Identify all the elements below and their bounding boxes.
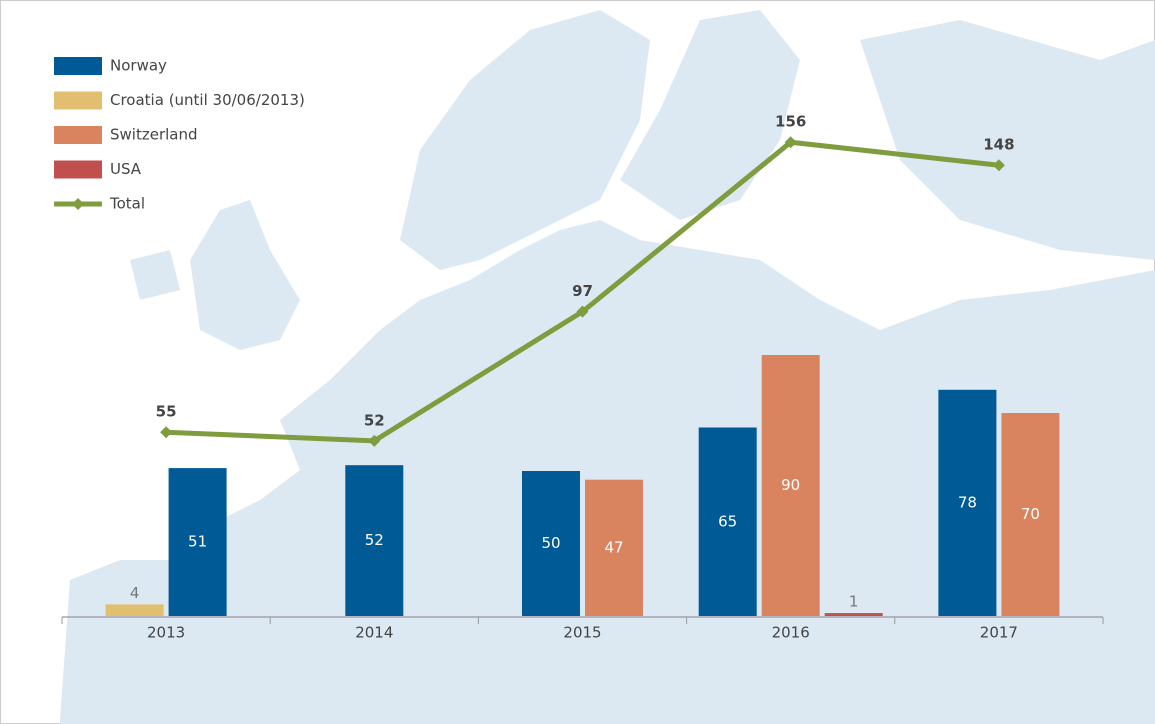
- x-tick-label: 2015: [563, 624, 601, 642]
- line-label: 55: [156, 403, 177, 421]
- value-label: 51: [188, 533, 207, 551]
- legend-swatch: [54, 126, 102, 144]
- legend-label: Switzerland: [110, 126, 198, 144]
- line-marker: [576, 305, 589, 318]
- x-tick-label: 2017: [980, 624, 1018, 642]
- value-label: 4: [130, 584, 140, 602]
- value-label: 70: [1021, 505, 1040, 523]
- value-label: 65: [718, 512, 737, 530]
- x-tick-label: 2013: [147, 624, 185, 642]
- legend-label: USA: [110, 160, 142, 178]
- bar: [585, 479, 643, 616]
- legend-swatch: [54, 91, 102, 110]
- legend: Norway Croatia (until 30/06/2013) Switzerl…: [54, 57, 305, 213]
- value-label: 90: [781, 476, 800, 494]
- legend-label: Norway: [110, 57, 167, 75]
- line-label: 148: [983, 136, 1014, 154]
- bar: [168, 468, 227, 616]
- bar: [522, 471, 580, 616]
- bar: [938, 389, 997, 616]
- legend-swatch: [54, 160, 102, 179]
- line-marker: [368, 434, 381, 447]
- bar: [761, 355, 820, 616]
- bar: [345, 465, 404, 616]
- legend-swatch: [54, 57, 102, 75]
- legend-label: Croatia (until 30/06/2013): [110, 91, 305, 109]
- legend-label: Total: [109, 195, 145, 213]
- value-label: 50: [541, 534, 560, 552]
- bar: [105, 604, 164, 616]
- island: [190, 200, 300, 350]
- peninsula: [400, 10, 650, 270]
- x-tick-label: 2014: [355, 624, 393, 642]
- line-marker: [992, 159, 1005, 172]
- value-label: 78: [958, 493, 977, 511]
- region: [620, 10, 800, 220]
- region: [860, 20, 1155, 260]
- line-label: 156: [775, 113, 806, 131]
- line-label: 52: [364, 411, 385, 429]
- legend-marker: [72, 198, 84, 210]
- bar: [824, 613, 883, 616]
- value-label: 47: [604, 538, 623, 556]
- map-background: [60, 10, 1155, 724]
- bar: [1001, 413, 1060, 616]
- line-label: 97: [572, 282, 593, 300]
- bar: [698, 427, 757, 616]
- island: [130, 250, 180, 300]
- value-label: 52: [365, 531, 384, 549]
- line-marker: [160, 426, 173, 439]
- value-label: 1: [849, 593, 859, 611]
- x-tick-label: 2016: [772, 624, 810, 642]
- line-marker: [784, 136, 797, 149]
- continent: [60, 220, 1155, 724]
